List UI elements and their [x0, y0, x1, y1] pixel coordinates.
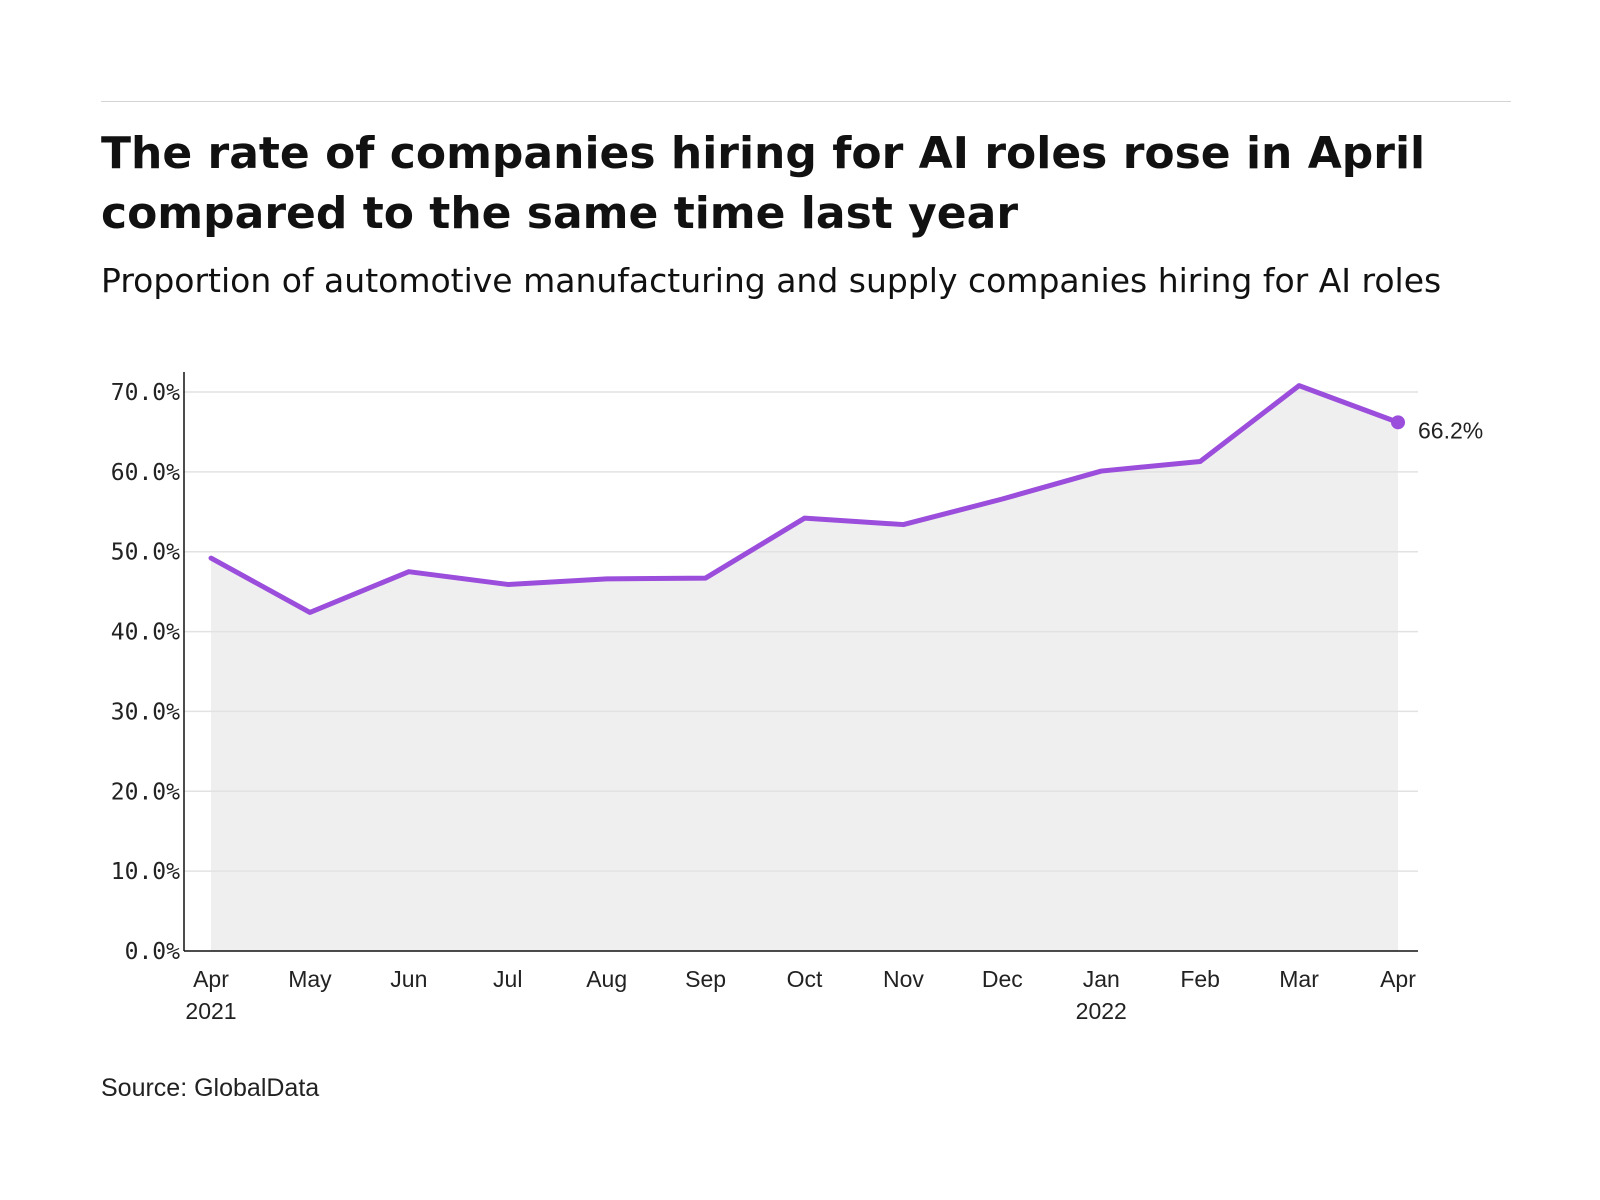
chart-subtitle: Proportion of automotive manufacturing a… — [101, 261, 1442, 300]
source-note: Source: GlobalData — [101, 1074, 320, 1102]
x-tick-label: Jul — [493, 966, 522, 992]
y-tick-label: 70.0% — [111, 380, 180, 406]
y-tick-label: 40.0% — [111, 620, 180, 646]
y-tick-label: 60.0% — [111, 460, 180, 486]
area-fill — [211, 385, 1398, 951]
chart-title: The rate of companies hiring for AI role… — [101, 128, 1426, 239]
y-tick-label: 50.0% — [111, 540, 180, 566]
y-tick-label: 0.0% — [125, 939, 181, 965]
x-tick-label: Apr — [193, 966, 229, 992]
x-tick-label: Mar — [1279, 966, 1319, 992]
x-tick-label: Jun — [390, 966, 427, 992]
x-tick-label: Feb — [1180, 966, 1220, 992]
top-rule — [101, 101, 1511, 102]
end-value-label: 66.2% — [1418, 417, 1483, 443]
end-point-marker — [1391, 415, 1405, 430]
x-tick-label: Apr — [1380, 966, 1416, 992]
x-tick-year-label: 2022 — [1076, 998, 1127, 1024]
x-tick-label: Oct — [787, 966, 823, 992]
x-tick-label: Dec — [982, 966, 1023, 992]
x-tick-label: Jan — [1083, 966, 1120, 992]
x-tick-label: Nov — [883, 966, 924, 992]
x-tick-year-label: 2021 — [185, 998, 236, 1024]
x-tick-label: May — [288, 966, 332, 992]
x-tick-label: Aug — [586, 966, 627, 992]
x-tick-label: Sep — [685, 966, 726, 992]
y-tick-label: 10.0% — [111, 859, 180, 885]
series-line — [208, 383, 1401, 615]
y-tick-label: 20.0% — [111, 779, 180, 805]
y-tick-label: 30.0% — [111, 699, 180, 725]
